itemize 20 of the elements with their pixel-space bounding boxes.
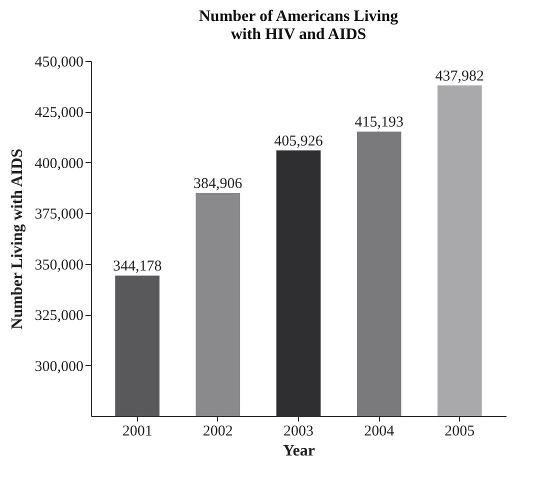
data-label: 415,193 <box>354 114 404 131</box>
x-tick-label: 2001 <box>122 424 152 440</box>
x-axis-title: Year <box>283 442 315 460</box>
x-tick-label: 2003 <box>284 424 314 440</box>
y-tick-label: 450,000 <box>34 54 84 70</box>
y-axis-title: Number Living with AIDS <box>8 148 26 330</box>
data-label: 384,906 <box>194 176 243 192</box>
data-label: 437,982 <box>435 68 484 84</box>
y-tick-label: 350,000 <box>34 257 84 274</box>
y-tick-label: 375,000 <box>34 206 84 223</box>
x-tick-label: 2004 <box>364 424 395 440</box>
chart-title: Number of Americans Living with HIV and AIDS <box>198 8 398 43</box>
y-tick-label: 325,000 <box>34 308 84 324</box>
y-tick-label: 425,000 <box>34 105 84 122</box>
x-tick-label: 2005 <box>444 424 475 440</box>
y-tick-label: 400,000 <box>34 156 84 172</box>
data-label: 405,926 <box>274 133 324 150</box>
y-tick-label: 300,000 <box>34 358 84 375</box>
data-label: 344,178 <box>112 258 162 275</box>
x-tick-label: 2002 <box>202 424 233 440</box>
